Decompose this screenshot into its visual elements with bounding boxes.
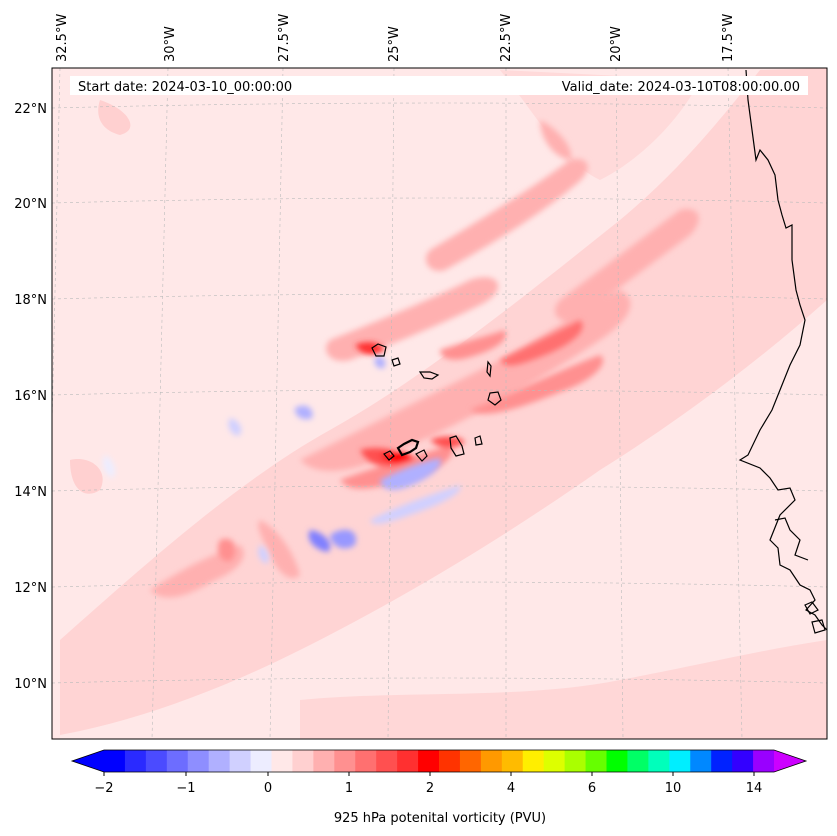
longitude-label: 27.5°W bbox=[277, 14, 292, 62]
colorbar-cell bbox=[250, 750, 272, 772]
colorbar-ticks: −2 −1 0 1 2 4 6 10 14 bbox=[94, 772, 762, 796]
colorbar-cell bbox=[292, 750, 314, 772]
colorbar-cell bbox=[355, 750, 377, 772]
colorbar-tick-label: 1 bbox=[345, 781, 353, 796]
graticule bbox=[52, 68, 827, 739]
colorbar-cell bbox=[187, 750, 210, 772]
longitude-label: 25°W bbox=[387, 26, 402, 62]
longitude-labels: 32.5°W 30°W 27.5°W 25°W 22.5°W 20°W 17.5°W bbox=[55, 14, 736, 62]
colorbar-cells bbox=[104, 750, 775, 772]
cape-verde-maio bbox=[449, 435, 465, 457]
colorbar-tick-label: 0 bbox=[264, 781, 272, 796]
colorbar-cell bbox=[397, 750, 419, 772]
longitude-label: 32.5°W bbox=[55, 14, 70, 62]
cape-verde-boa-vista bbox=[487, 391, 502, 406]
coastlines bbox=[371, 69, 827, 634]
colorbar-cell bbox=[564, 750, 587, 772]
colorbar-cell bbox=[334, 750, 356, 772]
colorbar-extend-high bbox=[774, 750, 806, 772]
colorbar-cell bbox=[669, 750, 691, 772]
colorbar-tick-label: 6 bbox=[588, 781, 596, 796]
colorbar-cell bbox=[522, 750, 545, 772]
longitude-label: 17.5°W bbox=[721, 14, 736, 62]
cape-verde-sal bbox=[486, 360, 492, 378]
date-info-bar: Start date: 2024-03-10_00:00:00 Valid_da… bbox=[70, 76, 808, 95]
start-date-label: Start date: 2024-03-10_00:00:00 bbox=[78, 80, 292, 95]
colorbar-cell bbox=[459, 750, 482, 772]
cape-verde-sao-vicente bbox=[391, 357, 401, 367]
colorbar-tick-label: 14 bbox=[746, 781, 763, 796]
colorbar-cell bbox=[648, 750, 670, 772]
colorbar-cell bbox=[543, 750, 566, 772]
latitude-label: 18°N bbox=[14, 293, 47, 308]
colorbar-cell bbox=[145, 750, 168, 772]
colorbar: −2 −1 0 1 2 4 6 10 14 925 hPa potenital vorticit… bbox=[70, 749, 808, 826]
cape-verde-islet bbox=[474, 435, 483, 446]
colorbar-cell bbox=[124, 750, 147, 772]
cape-verde-sao-nicolau bbox=[418, 371, 440, 380]
colorbar-cell bbox=[585, 750, 607, 772]
cape-verde-santiago bbox=[396, 438, 420, 457]
colorbar-cell bbox=[501, 750, 524, 772]
colorbar-title: 925 hPa potenital vorticity (PVU) bbox=[334, 811, 546, 826]
latitude-label: 10°N bbox=[14, 677, 47, 692]
colorbar-tick-label: −2 bbox=[94, 781, 113, 796]
latitude-label: 14°N bbox=[14, 485, 47, 500]
latitude-labels: 22°N 20°N 18°N 16°N 14°N 12°N 10°N bbox=[14, 102, 47, 692]
map-frame bbox=[51, 67, 828, 740]
map-panel bbox=[52, 68, 827, 739]
colorbar-cell bbox=[376, 750, 398, 772]
colorbar-cell bbox=[711, 750, 733, 772]
cape-verde-fogo bbox=[383, 450, 395, 461]
colorbar-cell bbox=[313, 750, 335, 772]
colorbar-cell bbox=[732, 750, 754, 772]
colorbar-cell bbox=[439, 750, 461, 772]
cape-verde-brava bbox=[415, 449, 428, 462]
latitude-label: 22°N bbox=[14, 102, 47, 117]
colorbar-cell bbox=[627, 750, 649, 772]
colorbar-cell bbox=[271, 750, 293, 772]
colorbar-cell bbox=[606, 750, 628, 772]
colorbar-cell bbox=[229, 750, 252, 772]
colorbar-tick-label: 10 bbox=[665, 781, 682, 796]
colorbar-tick-label: −1 bbox=[176, 781, 195, 796]
longitude-label: 20°W bbox=[609, 26, 624, 62]
colorbar-extend-low bbox=[72, 750, 104, 772]
colorbar-tick-label: 2 bbox=[426, 781, 434, 796]
colorbar-cell bbox=[418, 750, 440, 772]
colorbar-cell bbox=[104, 750, 126, 772]
colorbar-cell bbox=[166, 750, 189, 772]
latitude-label: 16°N bbox=[14, 389, 47, 404]
pv-contours-negative bbox=[102, 356, 461, 564]
colorbar-cell bbox=[690, 750, 712, 772]
colorbar-tick-label: 4 bbox=[507, 781, 515, 796]
bijagos-islands bbox=[804, 601, 826, 634]
colorbar-cell bbox=[753, 750, 775, 772]
latitude-label: 20°N bbox=[14, 197, 47, 212]
longitude-label: 30°W bbox=[163, 26, 178, 62]
colorbar-cell bbox=[208, 750, 231, 772]
africa-coastline bbox=[738, 69, 827, 631]
valid-date-label: Valid_date: 2024-03-10T08:00:00.00 bbox=[562, 80, 800, 95]
longitude-label: 22.5°W bbox=[499, 14, 514, 62]
senegal-coast-detail bbox=[774, 517, 809, 561]
latitude-label: 12°N bbox=[14, 581, 47, 596]
cape-verde-santo-antao bbox=[371, 343, 387, 357]
colorbar-cell bbox=[480, 750, 503, 772]
